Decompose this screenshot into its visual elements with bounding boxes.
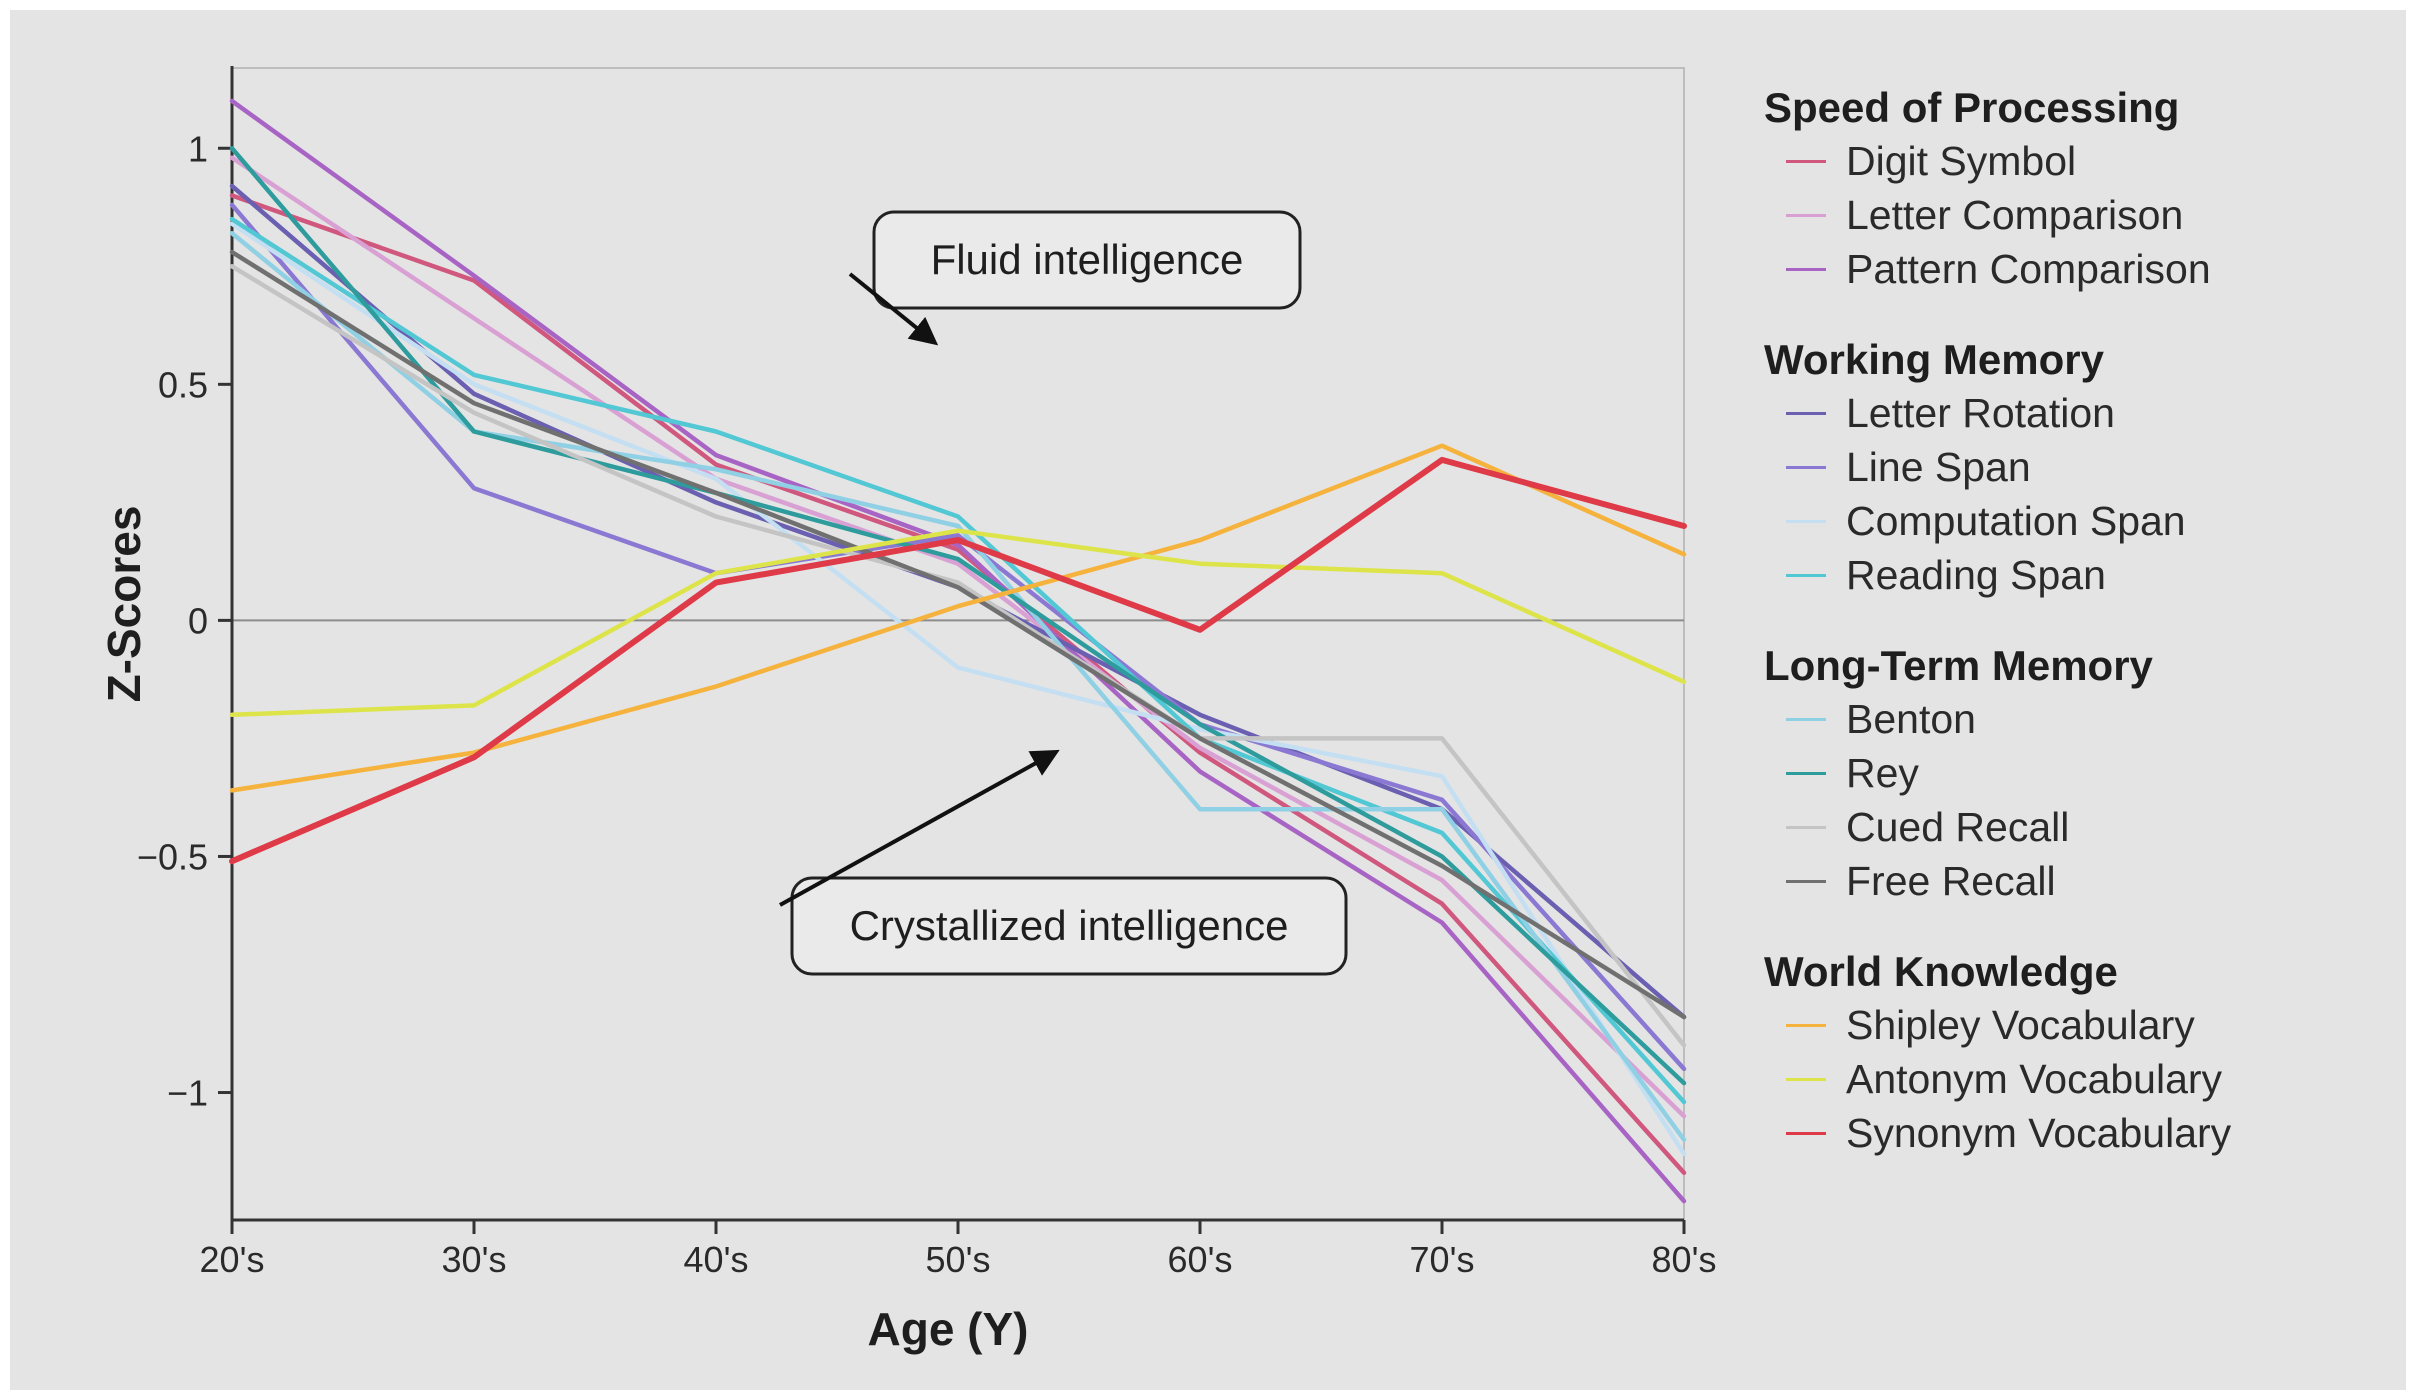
y-tick-label: 0.5: [158, 364, 208, 405]
legend-label: Antonym Vocabulary: [1846, 1055, 2223, 1102]
legend-label: Pattern Comparison: [1846, 245, 2211, 292]
legend-swatch: [1786, 573, 1826, 577]
legend-label: Reading Span: [1846, 551, 2106, 598]
series-line-synonym-vocabulary: [229, 456, 1687, 865]
legend-label: Line Span: [1846, 443, 2031, 490]
legend-item: Free Recall: [1764, 854, 2384, 908]
fluid-intelligence-callout: Fluid intelligence: [848, 210, 1302, 346]
legend-swatch: [1786, 519, 1826, 523]
series-line-computation-span: [229, 221, 1687, 1157]
legend-label: Letter Rotation: [1846, 389, 2115, 436]
x-axis-title: Age (Y): [868, 1303, 1029, 1355]
series-line-shipley-vocabulary: [229, 443, 1687, 793]
legend-label: Shipley Vocabulary: [1846, 1001, 2195, 1048]
legend-group: Speed of Processing Digit Symbol Letter Co…: [1764, 82, 2384, 296]
series-line-free-recall: [229, 249, 1687, 1020]
legend-group-title: Working Memory: [1764, 336, 2104, 383]
series-line-digit-symbol: [229, 193, 1687, 1176]
x-tick-label: 20's: [200, 1239, 265, 1280]
callout-label: Fluid intelligence: [931, 236, 1244, 283]
legend-item: Digit Symbol: [1764, 134, 2384, 188]
crystallized-intelligence-callout: Crystallized intelligence: [779, 749, 1348, 976]
legend-label: Letter Comparison: [1846, 191, 2184, 238]
legend-item: Reading Span: [1764, 548, 2384, 602]
x-tick-label: 50's: [926, 1239, 991, 1280]
legend-label: Cued Recall: [1846, 803, 2070, 850]
legend-label: Digit Symbol: [1846, 137, 2077, 184]
legend-group: Long-Term Memory Benton Rey Cued Recall Free…: [1764, 640, 2384, 908]
callout-box: [872, 210, 1302, 310]
legend-swatch: [1786, 1131, 1826, 1135]
legend-label: Synonym Vocabulary: [1846, 1109, 2232, 1156]
legend-swatch: [1786, 1023, 1826, 1027]
y-tick-label: 1: [188, 128, 208, 169]
legend-swatch: [1786, 879, 1826, 883]
callout-label: Crystallized intelligence: [850, 902, 1289, 949]
series-line-antonym-vocabulary: [229, 528, 1687, 718]
x-tick-label: 80's: [1652, 1239, 1717, 1280]
legend-item: Benton: [1764, 692, 2384, 746]
series-line-line-span: [229, 202, 1687, 1072]
callout-arrow: [779, 749, 1060, 907]
legend-group: Working Memory Letter Rotation Line Span Co…: [1764, 334, 2384, 602]
legend-label: Benton: [1846, 695, 1976, 742]
legend-swatch: [1786, 411, 1826, 415]
y-axis-title: Z-Scores: [98, 506, 150, 703]
y-tick-label: 0: [188, 600, 208, 641]
callout-arrow: [848, 272, 939, 346]
legend-group-title: World Knowledge: [1764, 948, 2118, 995]
series-line-pattern-comparison: [229, 98, 1687, 1204]
legend-item: Shipley Vocabulary: [1764, 998, 2384, 1052]
legend-label: Computation Span: [1846, 497, 2186, 544]
legend-item: Antonym Vocabulary: [1764, 1052, 2384, 1106]
legend-group-title: Long-Term Memory: [1764, 642, 2153, 689]
legend-item: Cued Recall: [1764, 800, 2384, 854]
y-tick-label: −1: [167, 1073, 208, 1114]
legend-label: Free Recall: [1846, 857, 2056, 904]
legend-item: Letter Comparison: [1764, 188, 2384, 242]
legend-item: Rey: [1764, 746, 2384, 800]
legend-swatch: [1786, 465, 1826, 469]
series-line-reading-span: [229, 216, 1687, 1105]
legend-swatch: [1786, 717, 1826, 721]
x-tick-label: 70's: [1410, 1239, 1475, 1280]
legend-swatch: [1786, 825, 1826, 829]
legend-item: Letter Rotation: [1764, 386, 2384, 440]
series-line-rey: [229, 146, 1687, 1086]
x-tick-label: 60's: [1168, 1239, 1233, 1280]
x-tick-label: 30's: [442, 1239, 507, 1280]
chart-legend: Speed of Processing Digit Symbol Letter Co…: [1764, 82, 2384, 1198]
legend-item: Computation Span: [1764, 494, 2384, 548]
legend-item: Pattern Comparison: [1764, 242, 2384, 296]
legend-swatch: [1786, 267, 1826, 271]
legend-item: Synonym Vocabulary: [1764, 1106, 2384, 1160]
x-tick-label: 40's: [684, 1239, 749, 1280]
series-line-letter-comparison: [229, 155, 1687, 1119]
legend-swatch: [1786, 771, 1826, 775]
legend-label: Rey: [1846, 749, 1919, 796]
series-line-cued-recall: [229, 264, 1687, 1048]
legend-group: World Knowledge Shipley Vocabulary Antonym…: [1764, 946, 2384, 1160]
legend-item: Line Span: [1764, 440, 2384, 494]
line-chart: 1 0.5 0 −0.5 −1 20's 30's 40's 50's 60's 70's 80's A…: [98, 66, 1717, 1355]
legend-swatch: [1786, 159, 1826, 163]
y-tick-label: −0.5: [137, 836, 208, 877]
chart-figure: 1 0.5 0 −0.5 −1 20's 30's 40's 50's 60's 70's 80's A…: [10, 10, 2406, 1390]
legend-swatch: [1786, 1077, 1826, 1081]
legend-swatch: [1786, 213, 1826, 217]
callout-box: [790, 876, 1348, 976]
legend-group-title: Speed of Processing: [1764, 84, 2180, 131]
